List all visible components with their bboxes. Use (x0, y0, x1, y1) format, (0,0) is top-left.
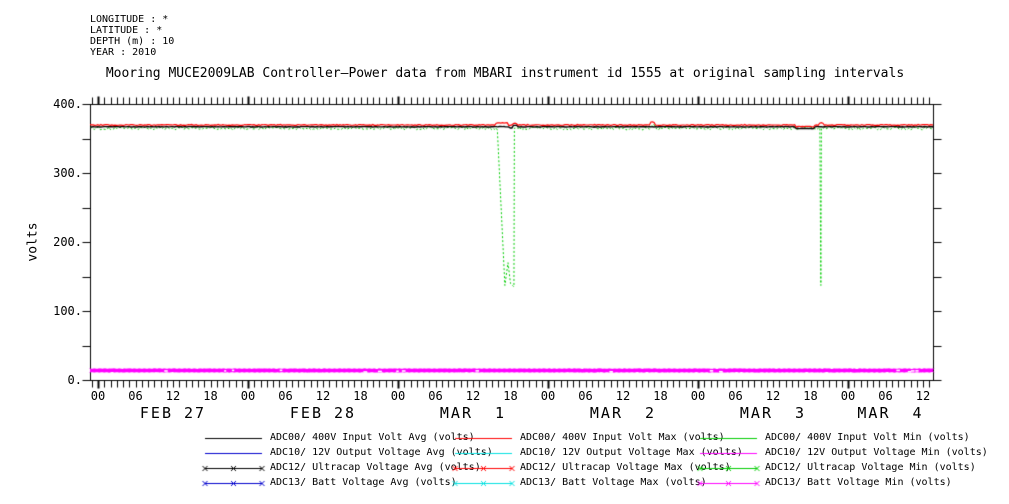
legend-label: ADC13/ Batt Voltage Max (volts) (520, 477, 707, 488)
x-hour-label: 18 (203, 389, 218, 403)
x-hour-label: 06 (128, 389, 143, 403)
x-hour-label: 06 (428, 389, 443, 403)
x-hour-label: 12 (465, 389, 481, 403)
x-hour-label: 00 (690, 389, 706, 403)
legend-label: ADC00/ 400V Input Volt Avg (volts) (270, 432, 475, 443)
x-date-label: FEB 28 (289, 404, 357, 422)
x-hour-label: 06 (728, 389, 743, 403)
legend-label: ADC00/ 400V Input Volt Max (volts) (520, 432, 725, 443)
x-hour-label: 00 (540, 389, 556, 403)
legend-label: ADC10/ 12V Output Voltage Min (volts) (765, 447, 988, 458)
metadata-line: DEPTH (m) : 10 (90, 36, 175, 47)
y-tick-label: 0. (67, 373, 82, 387)
metadata-block: LONGITUDE : * LATITUDE : * DEPTH (m) : 10 Y… (90, 14, 174, 58)
x-hour-label: 00 (840, 389, 856, 403)
y-tick-label: 100. (53, 304, 82, 318)
x-hour-label: 18 (503, 389, 518, 403)
legend-label: ADC13/ Batt Voltage Min (volts) (765, 477, 952, 488)
x-date-label: MAR 1 (439, 404, 507, 422)
x-hour-label: 18 (803, 389, 818, 403)
y-tick-label: 400. (53, 97, 82, 111)
metadata-line: LONGITUDE : * (90, 14, 169, 25)
metadata-line: YEAR : 2010 (90, 47, 157, 58)
x-hour-label: 18 (653, 389, 668, 403)
x-hour-label: 00 (240, 389, 256, 403)
legend-label: ADC12/ Ultracap Voltage Avg (volts) (270, 462, 481, 473)
y-tick-label: 300. (53, 166, 82, 180)
x-hour-label: 06 (578, 389, 593, 403)
x-hour-label: 18 (353, 389, 368, 403)
x-hour-label: 00 (90, 389, 106, 403)
legend-label: ADC13/ Batt Voltage Avg (volts) (270, 477, 457, 488)
legend-label: ADC10/ 12V Output Voltage Max (volts) (520, 447, 743, 458)
legend-label: ADC12/ Ultracap Voltage Max (volts) (520, 462, 731, 473)
chart-title: Mooring MUCE2009LAB Controller–Power dat… (105, 66, 905, 81)
x-date-label: FEB 27 (139, 404, 207, 422)
x-hour-label: 12 (915, 389, 931, 403)
legend-label: ADC12/ Ultracap Voltage Min (volts) (765, 462, 976, 473)
y-tick-label: 200. (53, 235, 82, 249)
metadata-line: LATITUDE : * (90, 25, 163, 36)
x-date-label: MAR 3 (739, 404, 807, 422)
x-date-label: MAR 4 (857, 404, 924, 422)
x-hour-label: 00 (390, 389, 406, 403)
x-hour-label: 06 (278, 389, 293, 403)
x-hour-label: 12 (765, 389, 781, 403)
legend-label: ADC00/ 400V Input Volt Min (volts) (765, 432, 970, 443)
legend-label: ADC10/ 12V Output Voltage Avg (volts) (270, 447, 493, 458)
x-hour-label: 06 (878, 389, 893, 403)
x-date-label: MAR 2 (589, 404, 657, 422)
x-hour-label: 12 (315, 389, 331, 403)
x-hour-label: 12 (165, 389, 181, 403)
x-hour-label: 12 (615, 389, 631, 403)
